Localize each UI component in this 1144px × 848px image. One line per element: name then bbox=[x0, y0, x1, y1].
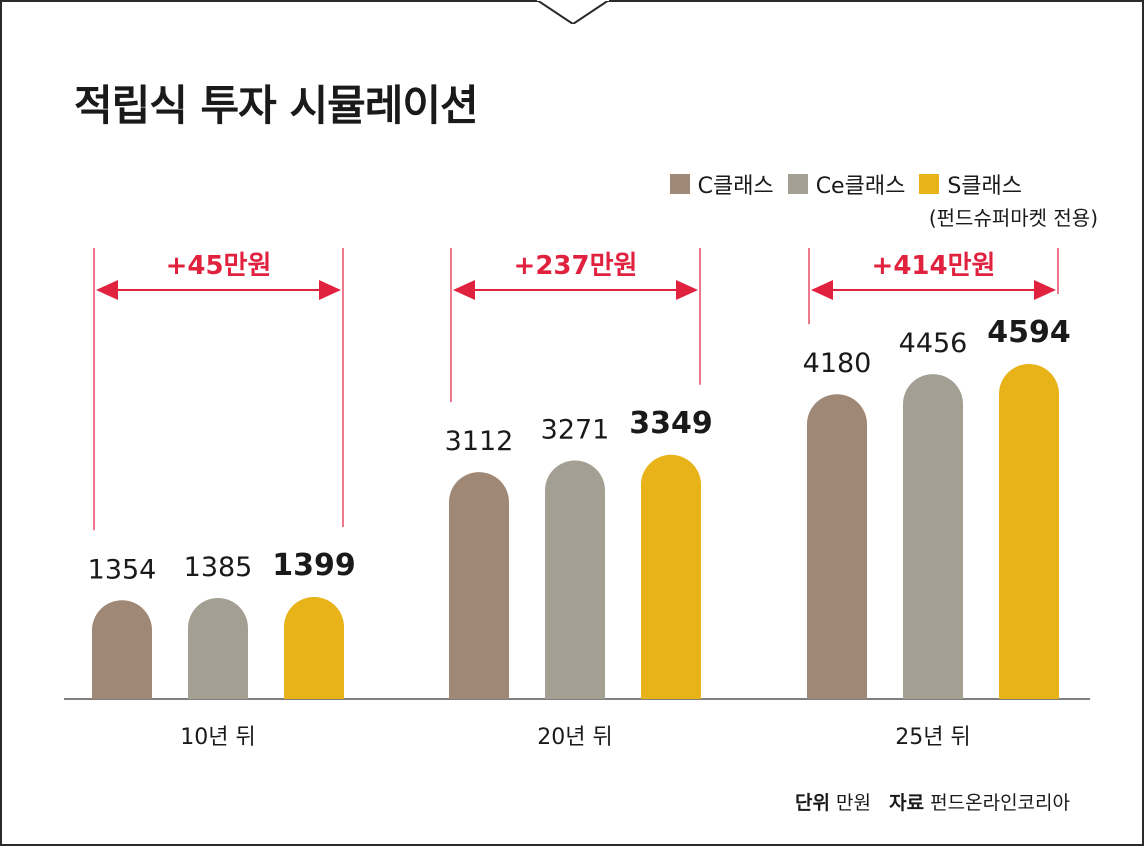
arrowhead-right-3 bbox=[1034, 280, 1056, 300]
legend-item-ce: Ce클래스 bbox=[787, 168, 906, 200]
legend-swatch-s bbox=[919, 174, 940, 194]
annotation-label-1: +45만원 bbox=[166, 251, 272, 281]
bar-3-1 bbox=[807, 394, 867, 699]
arrowhead-right-2 bbox=[676, 280, 698, 300]
legend: C클래스 Ce클래스 S클래스 bbox=[669, 168, 1022, 200]
unit-label: 단위 bbox=[795, 792, 830, 814]
category-label-3: 25년 뒤 bbox=[895, 725, 970, 750]
data-label-3-2: 4456 bbox=[899, 328, 968, 359]
data-label-3-3: 4594 bbox=[987, 315, 1071, 350]
legend-label-s: S클래스 bbox=[947, 174, 1022, 199]
legend-label-c: C클래스 bbox=[697, 174, 774, 199]
bar-2-1 bbox=[449, 472, 509, 699]
data-label-1-1: 1354 bbox=[88, 554, 157, 585]
legend-label-ce: Ce클래스 bbox=[815, 174, 906, 199]
footer-note: 단위 만원 자료 펀드온라인코리아 bbox=[795, 788, 1070, 815]
notch-chevron-icon bbox=[537, 0, 609, 24]
bar-1-2 bbox=[188, 598, 248, 699]
chart-title: 적립식 투자 시뮬레이션 bbox=[74, 81, 479, 130]
legend-note: (펀드슈퍼마켓 전용) bbox=[928, 206, 1098, 230]
data-label-2-2: 3271 bbox=[541, 414, 610, 445]
legend-swatch-c bbox=[669, 174, 690, 194]
arrowhead-left-2 bbox=[453, 280, 475, 300]
data-label-2-3: 3349 bbox=[629, 406, 713, 441]
arrowhead-left-3 bbox=[811, 280, 833, 300]
arrowhead-left-1 bbox=[96, 280, 118, 300]
bar-1-1 bbox=[92, 600, 152, 699]
bar-1-3 bbox=[284, 596, 344, 699]
bar-2-2 bbox=[545, 460, 605, 699]
bar-3-3 bbox=[999, 364, 1059, 699]
legend-swatch-ce bbox=[787, 174, 808, 194]
category-label-1: 10년 뒤 bbox=[180, 725, 255, 750]
bar-2-3 bbox=[641, 454, 701, 699]
data-label-2-1: 3112 bbox=[445, 426, 514, 457]
arrowhead-right-1 bbox=[319, 280, 341, 300]
unit-value: 만원 bbox=[836, 792, 872, 814]
legend-item-s: S클래스 bbox=[919, 168, 1022, 200]
annotation-label-2: +237만원 bbox=[514, 251, 638, 281]
legend-item-c: C클래스 bbox=[669, 168, 774, 200]
bar-3-2 bbox=[903, 374, 963, 699]
data-label-1-2: 1385 bbox=[184, 552, 253, 583]
source-value: 펀드온라인코리아 bbox=[930, 792, 1070, 814]
category-label-2: 20년 뒤 bbox=[537, 725, 612, 750]
data-label-1-3: 1399 bbox=[272, 548, 356, 583]
annotation-label-3: +414만원 bbox=[872, 251, 996, 281]
source-label: 자료 bbox=[889, 792, 925, 814]
data-label-3-1: 4180 bbox=[803, 348, 872, 379]
